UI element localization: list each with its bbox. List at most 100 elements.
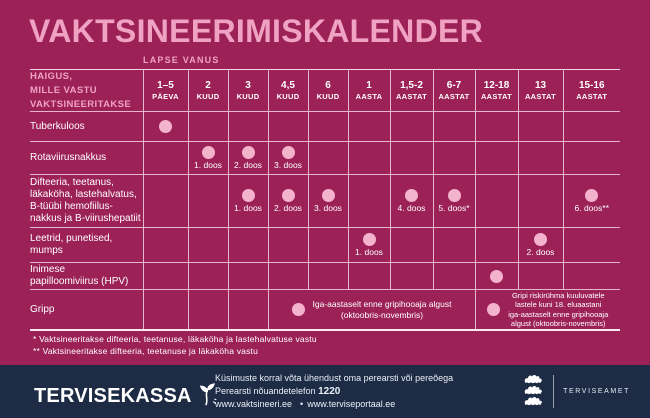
age-column-header: 4,5 KUUD — [267, 68, 309, 113]
dose-dot — [447, 189, 461, 203]
terviseportaal-link[interactable]: www.terviseportaal.ee — [307, 399, 396, 409]
empty-cell — [142, 174, 189, 229]
dose-dot — [159, 120, 172, 134]
dose-dot — [201, 146, 215, 160]
disease-name: Tuberkuloos — [30, 111, 144, 143]
age-column-header: 3 KUUD — [227, 68, 269, 113]
dose-cell: 2. doos — [227, 141, 269, 176]
empty-cell — [227, 262, 269, 291]
empty-cell — [562, 141, 620, 176]
empty-cell — [562, 111, 620, 143]
disease-name: Gripp — [30, 289, 144, 331]
empty-cell — [347, 262, 391, 291]
empty-cell — [267, 111, 309, 143]
disease-name: Leetrid, punetised, mumps — [30, 227, 144, 264]
disease-name: Inimese papilloomiviirus (HPV) — [30, 262, 144, 291]
table-row: Leetrid, punetised, mumps 1. doos 2. doos — [30, 227, 620, 264]
empty-cell — [142, 141, 189, 176]
age-column-header: 1–5 PÄEVA — [142, 68, 189, 113]
dose-cell: 2. doos — [517, 227, 564, 264]
dose-cell: Gripi riskirühma kuuluvatele lastele kuni… — [474, 289, 620, 331]
dose-dot — [241, 146, 255, 160]
empty-cell — [474, 141, 519, 176]
sprout-icon — [195, 380, 219, 412]
terviseamet-logo: TERVISEAMET — [523, 373, 630, 411]
tervisekassa-wordmark: TERVISEKASSA — [34, 384, 192, 407]
empty-cell — [389, 262, 434, 291]
empty-cell — [389, 227, 434, 264]
table-row: Tuberkuloos — [30, 111, 620, 143]
dose-cell: 3. doos — [267, 141, 309, 176]
empty-cell — [432, 262, 476, 291]
empty-cell — [347, 111, 391, 143]
age-column-header: 15-16 AASTAT — [562, 68, 620, 113]
empty-cell — [187, 227, 229, 264]
age-column-header: 1,5-2 AASTAT — [389, 68, 434, 113]
empty-cell — [347, 174, 391, 229]
table-row: Difteeria, teetanus, läkaköha, lastehalva… — [30, 174, 620, 229]
contact-line-1: Küsimuste korral võta ühendust oma perea… — [215, 373, 454, 383]
footnotes: * Vaktsineeritakse difteeria, teetanuse,… — [33, 334, 317, 357]
empty-cell — [307, 227, 349, 264]
empty-cell — [307, 111, 349, 143]
empty-cell — [432, 141, 476, 176]
empty-cell — [517, 111, 564, 143]
empty-cell — [187, 111, 229, 143]
age-column-header: 13 AASTAT — [517, 68, 564, 113]
empty-cell — [227, 289, 269, 331]
empty-cell — [187, 174, 229, 229]
dose-cell: 6. doos** — [562, 174, 620, 229]
page-title: VAKTSINEERIMISKALENDER — [29, 13, 484, 49]
dose-cell: Iga-aastaselt enne gripihooaja algust (ok… — [267, 289, 476, 331]
vaccination-table: HAIGUS, MILLE VASTU VAKTSINEERITAKSE 1–5 PÄE… — [30, 68, 620, 331]
dose-cell: 1. doos — [347, 227, 391, 264]
disease-name: Rotaviirusnakkus — [30, 141, 144, 176]
dose-cell: 3. doos — [307, 174, 349, 229]
age-column-header: 1 AASTA — [347, 68, 391, 113]
disease-name: Difteeria, teetanus, läkaköha, lastehalva… — [30, 174, 144, 229]
empty-cell — [389, 111, 434, 143]
footer-divider — [553, 375, 555, 408]
dose-cell — [474, 262, 519, 291]
empty-cell — [227, 111, 269, 143]
link-separator-dot: • — [300, 399, 304, 409]
dose-cell: 1. doos — [227, 174, 269, 229]
dose-dot — [487, 303, 501, 317]
vaktsineeri-link[interactable]: www.vaktsineeri.ee — [215, 399, 293, 409]
empty-cell — [227, 227, 269, 264]
table-row: Inimese papilloomiviirus (HPV) — [30, 262, 620, 291]
disease-column-header: HAIGUS, MILLE VASTU VAKTSINEERITAKSE — [30, 68, 144, 113]
empty-cell — [142, 262, 189, 291]
contact-info: Küsimuste korral võta ühendust oma perea… — [215, 372, 453, 411]
tervisekassa-logo: TERVISEKASSA — [34, 380, 219, 412]
empty-cell — [474, 227, 519, 264]
empty-cell — [142, 227, 189, 264]
empty-cell — [307, 141, 349, 176]
dose-dot — [321, 189, 335, 203]
age-column-header: 2 KUUD — [187, 68, 229, 113]
terviseamet-wordmark: TERVISEAMET — [563, 388, 630, 395]
empty-cell — [142, 289, 189, 331]
empty-cell — [267, 262, 309, 291]
dose-dot — [291, 303, 305, 317]
dose-dot — [405, 189, 418, 203]
dose-cell — [142, 111, 189, 143]
table-row: Gripp Iga-aastaselt enne gripihooaja algu… — [30, 289, 620, 331]
empty-cell — [187, 289, 229, 331]
empty-cell — [267, 227, 309, 264]
dose-dot — [534, 233, 547, 247]
dose-dot — [281, 146, 295, 160]
dose-cell: 4. doos — [389, 174, 434, 229]
estonian-coat-of-arms-icon — [523, 373, 544, 411]
contact-line-2: Perearsti nõuandetelefon 1220 — [215, 385, 341, 397]
footnote-one-asterisk: * Vaktsineeritakse difteeria, teetanuse,… — [33, 334, 317, 344]
empty-cell — [432, 227, 476, 264]
empty-cell — [432, 111, 476, 143]
empty-cell — [517, 141, 564, 176]
empty-cell — [517, 262, 564, 291]
dose-dot — [490, 269, 503, 283]
empty-cell — [562, 227, 620, 264]
age-column-header: 6 KUUD — [307, 68, 349, 113]
empty-cell — [562, 262, 620, 291]
